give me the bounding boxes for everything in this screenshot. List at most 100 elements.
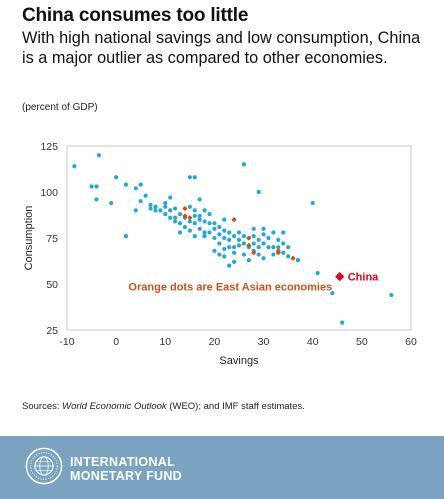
- data-point: [192, 213, 197, 219]
- data-point: [261, 226, 266, 231]
- data-point: [246, 257, 251, 263]
- east-asia-point: [290, 255, 296, 261]
- data-point: [222, 254, 227, 259]
- source-note: Sources: World Economic Outlook (WEO); a…: [22, 401, 305, 412]
- data-point: [138, 199, 143, 204]
- source-suffix: (WEO); and IMF staff estimates.: [166, 401, 305, 412]
- data-point: [207, 211, 212, 217]
- annotation-china: China: [348, 272, 379, 284]
- data-point: [227, 245, 232, 250]
- data-point: [173, 219, 178, 224]
- data-point: [315, 270, 320, 276]
- imf-seal-icon: [25, 447, 63, 485]
- data-point: [241, 252, 247, 257]
- chart-title: China consumes too little: [22, 5, 249, 26]
- data-point: [192, 175, 197, 180]
- data-point: [217, 241, 222, 246]
- data-point: [261, 232, 266, 237]
- data-point: [109, 200, 114, 206]
- data-point: [158, 208, 163, 213]
- data-point: [192, 234, 197, 239]
- data-point: [217, 224, 222, 230]
- x-tick-label: 60: [405, 336, 417, 348]
- annotation-east-asia: Orange dots are East Asian economies: [128, 281, 332, 293]
- data-point: [236, 243, 242, 248]
- data-point: [256, 252, 261, 257]
- data-point: [389, 292, 394, 298]
- data-point: [114, 175, 119, 180]
- footer-line-2: MONETARY FUND: [70, 469, 182, 483]
- data-point: [138, 182, 143, 187]
- data-point: [168, 195, 173, 200]
- data-point: [227, 230, 232, 235]
- data-point: [177, 211, 183, 217]
- x-tick-label: 40: [307, 336, 319, 348]
- plot-frame: [66, 145, 412, 331]
- data-point: [236, 237, 242, 242]
- data-point: [222, 235, 227, 241]
- source-prefix: Sources:: [22, 401, 63, 412]
- scatter-chart: -10 0 10 20 30 40 50 60 25 50 75 100 125 Savings Consu…: [23, 141, 417, 367]
- data-point: [222, 217, 227, 222]
- data-point: [197, 226, 202, 231]
- data-point: [236, 230, 242, 235]
- data-point: [182, 224, 188, 230]
- data-point: [217, 232, 222, 237]
- data-point: [207, 230, 212, 235]
- data-point: [197, 213, 202, 219]
- data-point: [143, 193, 148, 198]
- data-point: [207, 221, 212, 226]
- data-point: [271, 252, 276, 257]
- x-tick-label: 0: [113, 336, 119, 348]
- data-point: [192, 221, 197, 226]
- data-point: [72, 164, 77, 169]
- data-point: [231, 259, 237, 265]
- y-axis-label: Consumption: [23, 206, 35, 271]
- data-point: [281, 230, 286, 235]
- x-tick-label: -10: [59, 336, 74, 348]
- data-point: [340, 320, 345, 325]
- data-point: [251, 234, 256, 239]
- data-point: [202, 230, 207, 235]
- data-point: [187, 175, 192, 180]
- data-point: [266, 235, 271, 241]
- east-asia-point: [182, 205, 188, 212]
- imf-footer: INTERNATIONAL MONETARY FUND: [0, 436, 444, 499]
- x-axis-label: Savings: [219, 355, 259, 367]
- data-point: [231, 250, 237, 255]
- data-point: [276, 237, 281, 242]
- data-point: [177, 221, 183, 226]
- data-point: [123, 234, 129, 239]
- chart-subtitle: With high national savings and low consu…: [22, 29, 421, 67]
- data-point: [266, 245, 271, 250]
- data-point: [173, 206, 178, 211]
- data-point: [271, 230, 276, 235]
- data-point: [163, 204, 168, 209]
- data-point: [192, 208, 197, 213]
- data-point: [89, 184, 94, 189]
- data-point: [202, 208, 207, 213]
- data-point: [256, 189, 261, 195]
- data-point: [202, 234, 207, 239]
- data-point: [197, 197, 202, 202]
- data-point: [212, 226, 217, 231]
- east-asia-point: [187, 215, 193, 221]
- data-point: [231, 234, 237, 239]
- east-asia-point: [251, 250, 257, 256]
- data-point: [153, 208, 158, 213]
- data-point: [133, 208, 138, 213]
- footer-line-1: INTERNATIONAL: [70, 455, 176, 469]
- data-point: [286, 245, 291, 250]
- data-point: [227, 263, 232, 268]
- data-point: [227, 237, 232, 242]
- data-point: [94, 184, 99, 189]
- data-point: [212, 221, 217, 226]
- data-point: [202, 219, 207, 224]
- east-asia-point: [231, 217, 237, 223]
- data-point: [310, 200, 315, 206]
- data-point: [241, 162, 247, 167]
- data-point: [281, 241, 286, 246]
- data-point: [173, 215, 178, 220]
- east-asia-point: [246, 235, 252, 241]
- data-point: [123, 182, 129, 187]
